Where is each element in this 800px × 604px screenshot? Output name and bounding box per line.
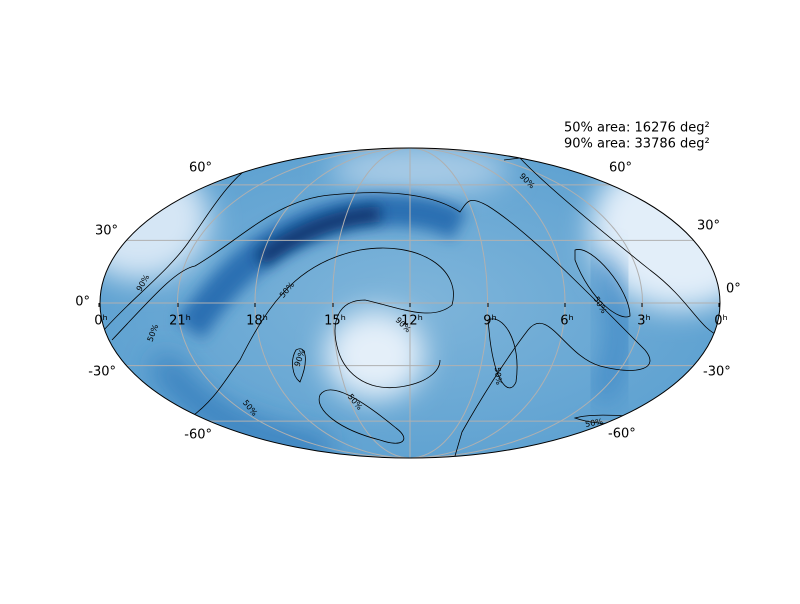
dec-label: -60°: [608, 427, 636, 442]
contour: [189, 247, 454, 419]
ra-label: 12ʰ: [401, 314, 423, 329]
contour: [503, 157, 720, 337]
contour: [103, 161, 259, 331]
dec-label: 30°: [95, 224, 118, 239]
sky-outline: [99, 147, 721, 459]
ra-label: 15ʰ: [324, 314, 346, 329]
ra-label: 6ʰ: [560, 314, 574, 329]
ra-label: 18ʰ: [246, 314, 268, 329]
contour: [318, 389, 405, 444]
contour-label: 50%: [584, 417, 603, 429]
contour: [487, 318, 518, 389]
dec-label: 30°: [697, 219, 720, 234]
dec-label: -30°: [703, 365, 731, 380]
dec-label: -30°: [88, 365, 116, 380]
probability-map: [100, 148, 720, 458]
contours: [103, 157, 720, 457]
dec-label: 60°: [189, 161, 212, 176]
dec-label: 0°: [726, 282, 741, 297]
ra-label: 0ʰ: [714, 314, 728, 329]
contour: [574, 249, 631, 318]
dec-label: 0°: [75, 295, 90, 310]
ra-label: 0ʰ: [94, 314, 108, 329]
ra-label: 3ʰ: [637, 314, 651, 329]
area-annotation: 90% area: 33786 deg²: [564, 137, 710, 152]
dec-label: 60°: [609, 161, 632, 176]
contour: [111, 192, 651, 457]
area-annotation: 50% area: 16276 deg²: [564, 121, 710, 136]
ra-label: 9ʰ: [483, 314, 497, 329]
contour: [292, 348, 306, 383]
contour-label: 50%: [493, 367, 504, 386]
ra-label: 21ʰ: [169, 314, 191, 329]
dec-label: -60°: [184, 428, 212, 443]
